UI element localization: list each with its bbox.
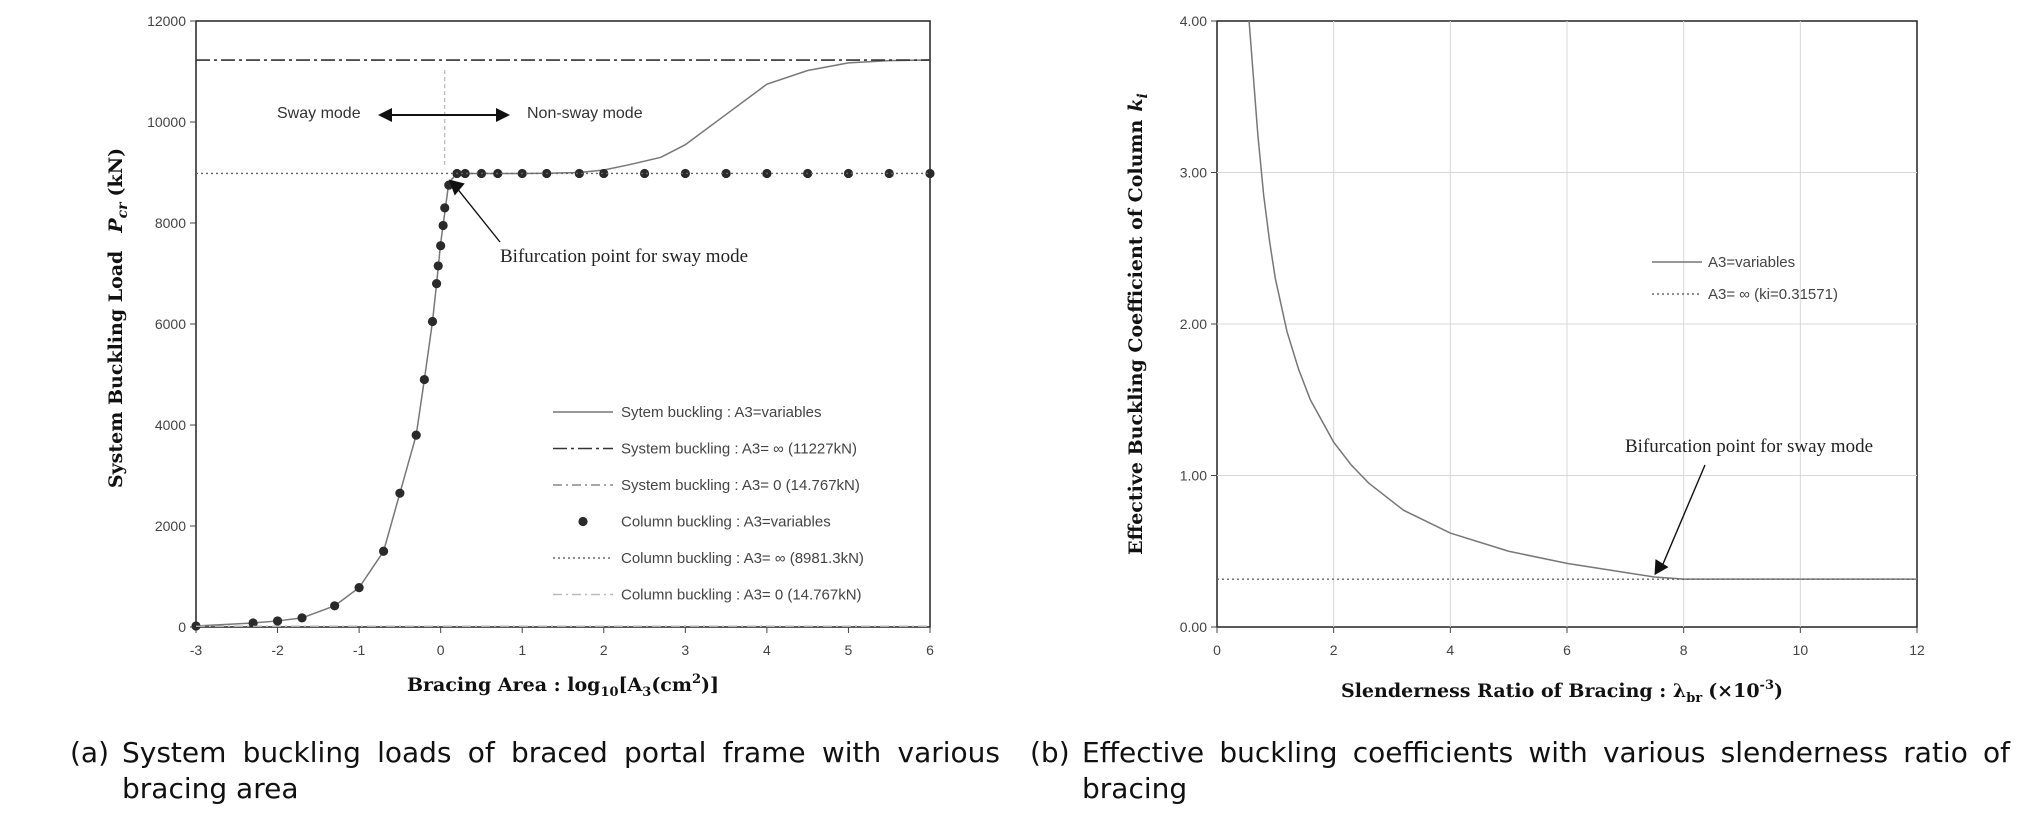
a-x-tick-label: 2 [600, 642, 608, 658]
a-series-3-point [925, 168, 935, 179]
caption-a-label: (a) [70, 736, 110, 769]
caption-b-text: Effective buckling coefficients with var… [1082, 736, 2010, 805]
chart-a-legend-label: System buckling : A3= 0 (14.767kN) [621, 477, 860, 494]
b-x-tick-label: 6 [1563, 642, 1571, 658]
chart-b-bifurcation-arrow [1654, 464, 1706, 576]
a-series-3-point [680, 168, 690, 179]
chart-b-y-ticks: 0.00 1.00 2.00 3.00 4.00 [1180, 13, 1217, 635]
a-x-tick-label: -1 [353, 642, 366, 658]
a-series-3-point [395, 488, 405, 498]
a-y-tick-label: 4000 [155, 417, 186, 433]
chart-a-legend-label: Column buckling : A3=variables [621, 514, 831, 531]
a-y-tick-label: 2000 [155, 518, 186, 534]
a-series-3-point [599, 168, 609, 179]
chart-a-x-axis-title: Bracing Area : log10[A3(cm2)] [407, 672, 719, 700]
chart-a-legend-label: Sytem buckling : A3=variables [621, 404, 822, 421]
a-series-3-point [427, 316, 438, 327]
chart-b-series [1217, 20, 1917, 580]
a-x-tick-label: -3 [190, 642, 203, 658]
a-series-0-line [195, 59, 931, 627]
chart-a-legend: Sytem buckling : A3=variables System buck… [553, 404, 864, 604]
a-series-3-point [843, 168, 854, 179]
a-y-tick-label: 6000 [155, 316, 186, 332]
b-x-tick-label: 12 [1909, 642, 1925, 658]
b-x-tick-label: 4 [1446, 642, 1454, 658]
bifurcation-arrow-head [448, 179, 465, 196]
b-y-tick-label: 2.00 [1180, 316, 1207, 332]
chart-b-legend-label: A3=variables [1708, 254, 1795, 271]
b-y-tick-label: 1.00 [1180, 468, 1207, 484]
chart-b-legend: A3=variables A3= ∞ (ki=0.31571) [1652, 254, 1838, 303]
a-series-3-point [440, 203, 450, 213]
chart-a-legend-marker [578, 516, 588, 527]
b-x-tick-label: 2 [1330, 642, 1338, 658]
chart-a-series [191, 59, 935, 631]
caption-b: (b) Effective buckling coefficients with… [1030, 735, 2010, 807]
chart-b-x-axis-title: Slenderness Ratio of Bracing : λbr (×10-3… [1341, 678, 1783, 706]
a-series-3-point [419, 374, 429, 385]
sway-arrow-head [378, 108, 392, 122]
chart-b-grid [1217, 21, 1917, 627]
a-x-tick-label: 1 [518, 642, 526, 658]
non-sway-mode-label: Non-sway mode [527, 105, 643, 122]
chart-b-x-ticks: 0 2 4 6 8 10 12 [1213, 627, 1925, 658]
a-x-tick-label: -2 [271, 642, 284, 658]
b-y-tick-label: 0.00 [1180, 619, 1207, 635]
bifurcation-arrow-shaft [454, 185, 501, 243]
b-y-tick-label: 3.00 [1180, 165, 1207, 181]
a-x-tick-label: 4 [763, 642, 771, 658]
chart-a-legend-label: System buckling : A3= ∞ (11227kN) [621, 441, 857, 458]
a-series-3-point [436, 241, 446, 251]
chart-a-y-ticks: 0 2000 4000 6000 8000 10000 12000 [147, 13, 196, 635]
a-series-3-point [460, 168, 470, 179]
chart-a-bifurcation-label: Bifurcation point for sway mode [500, 246, 748, 267]
b-y-tick-label: 4.00 [1180, 13, 1207, 29]
chart-a-x-ticks: -3 -2 -1 0 1 2 3 4 5 6 [190, 627, 934, 658]
chart-a-legend-label: Column buckling : A3= ∞ (8981.3kN) [621, 550, 864, 567]
a-series-3-point [431, 279, 442, 289]
a-series-3-point [248, 618, 258, 628]
a-series-3-point [639, 168, 650, 179]
chart-a: 0 2000 4000 6000 8000 10000 12000 -3 -2 -1 0 1 2 3 4 5… [105, 13, 935, 700]
a-series-3-point [272, 616, 283, 626]
a-series-3-point [411, 430, 421, 440]
caption-a-text: System buckling loads of braced portal f… [122, 736, 1000, 805]
chart-b-bifurcation-label: Bifurcation point for sway mode [1625, 436, 1873, 457]
chart-b-arrow-head [1654, 559, 1669, 576]
a-series-3-point [438, 220, 448, 231]
a-y-tick-label: 0 [178, 619, 186, 635]
a-x-tick-label: 3 [681, 642, 689, 658]
a-series-3-point [297, 613, 307, 623]
caption-a: (a) System buckling loads of braced port… [70, 735, 1000, 807]
a-series-3-point [330, 601, 340, 611]
b-x-tick-label: 0 [1213, 642, 1221, 658]
a-series-3-point [884, 168, 894, 179]
a-x-tick-label: 6 [926, 642, 934, 658]
sway-mode-label: Sway mode [277, 105, 361, 122]
chart-a-legend-label: Column buckling : A3= 0 (14.767kN) [621, 587, 862, 604]
a-y-tick-label: 10000 [147, 114, 186, 130]
non-sway-arrow-head [496, 108, 510, 122]
a-series-3-point [574, 168, 584, 179]
b-x-tick-label: 10 [1793, 642, 1809, 658]
mode-arrows [378, 70, 510, 243]
a-x-tick-label: 0 [437, 642, 445, 658]
chart-b-legend-label: A3= ∞ (ki=0.31571) [1708, 286, 1838, 303]
chart-b-arrow-shaft [1661, 464, 1706, 566]
a-series-3-point [354, 583, 364, 593]
chart-b: 0.00 1.00 2.00 3.00 4.00 0 2 4 6 8 10 12 Effective… [1125, 13, 1925, 706]
b-x-tick-label: 8 [1680, 642, 1688, 658]
a-series-3-point [433, 261, 443, 271]
a-x-tick-label: 5 [845, 642, 853, 658]
a-y-tick-label: 8000 [155, 215, 186, 231]
a-series-3-point [378, 546, 389, 556]
a-y-tick-label: 12000 [147, 13, 186, 29]
caption-b-label: (b) [1030, 736, 1070, 769]
chart-b-y-axis-title: Effective Buckling Coefficient of Column… [1125, 93, 1151, 555]
chart-a-y-axis-title: System Buckling LoadPcr(kN) [105, 148, 131, 488]
